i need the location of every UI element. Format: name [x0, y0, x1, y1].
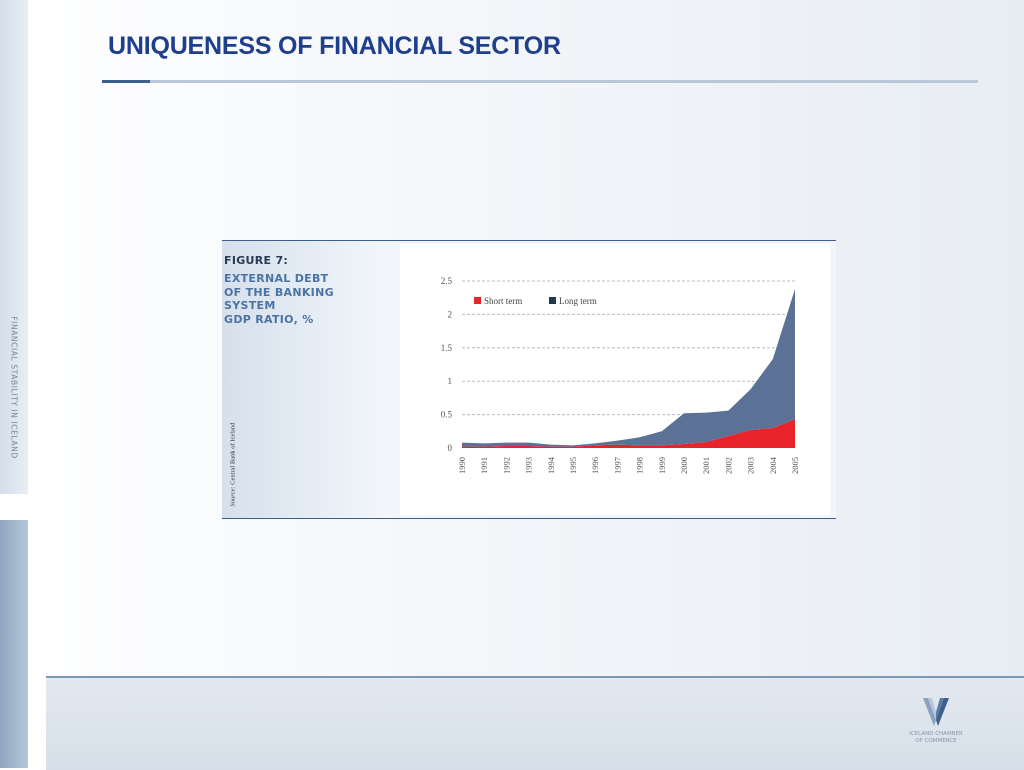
x-tick-label: 1994	[546, 456, 556, 474]
figure-sidebar	[222, 241, 390, 518]
figure-heading: FIGURE 7:	[224, 254, 289, 267]
legend-swatch	[474, 297, 481, 304]
figure-source: Source: Central Bank of Iceland	[226, 416, 240, 512]
chart-area: 0 0.5 1 1.5 2 2.5 1990 1991 1992 1993 1994 1995 1996…	[400, 244, 830, 515]
y-tick-label: 2	[448, 309, 453, 319]
x-tick-label: 1992	[501, 457, 511, 474]
chamber-logo: ICELAND CHAMBER OF COMMERCE	[893, 690, 979, 750]
stacked-area-chart: 0 0.5 1 1.5 2 2.5 1990 1991 1992 1993 1994 1995 1996…	[441, 276, 800, 474]
logo-text-line: OF COMMERCE	[915, 738, 957, 744]
caption-line: OF THE BANKING	[224, 285, 334, 299]
x-tick-label: 1998	[635, 457, 645, 474]
source-label: Source:	[229, 485, 237, 506]
x-tick-label: 2003	[746, 457, 756, 474]
source-text: Central Bank of Iceland	[229, 422, 237, 485]
x-tick-label: 2004	[768, 456, 778, 474]
caption-line: EXTERNAL DEBT	[224, 272, 329, 285]
logo-text-line: ICELAND CHAMBER	[909, 731, 963, 737]
legend-label: Short term	[484, 296, 522, 306]
x-tick-label: 2005	[790, 457, 800, 474]
x-tick-label: 1991	[479, 457, 489, 474]
caption-line: GDP RATIO, %	[224, 312, 314, 326]
y-tick-label: 0.5	[441, 410, 453, 420]
x-tick-label: 1997	[612, 457, 622, 474]
x-tick-label: 1996	[590, 457, 600, 474]
x-tick-label: 1993	[524, 457, 534, 474]
figure-panel: FIGURE 7: EXTERNAL DEBT OF THE BANKING S…	[222, 240, 836, 519]
y-tick-label: 1.5	[441, 343, 453, 353]
x-tick-label: 2001	[701, 457, 711, 474]
y-tick-label: 1	[448, 376, 453, 386]
series-area-short-term	[462, 419, 795, 448]
x-tick-label: 1999	[657, 457, 667, 474]
title-rule-accent	[102, 80, 150, 83]
x-tick-label: 1995	[568, 457, 578, 474]
legend-label: Long term	[559, 296, 597, 306]
legend-swatch	[549, 297, 556, 304]
side-label: FINANCIAL STABILITY IN ICELAND	[7, 305, 21, 470]
side-strip-bottom	[0, 520, 28, 768]
series-area-long-term	[462, 289, 795, 447]
slide-title: UNIQUENESS OF FINANCIAL SECTOR	[108, 32, 561, 60]
figure-caption: EXTERNAL DEBT OF THE BANKING SYSTEM GDP …	[224, 272, 384, 326]
x-tick-label: 2002	[723, 457, 733, 474]
y-tick-label: 0	[448, 443, 453, 453]
title-rule	[102, 80, 978, 83]
caption-line: SYSTEM	[224, 299, 276, 312]
side-strip-top	[0, 0, 28, 494]
chamber-logo-icon	[923, 698, 949, 726]
x-tick-label: 1990	[457, 457, 467, 474]
y-tick-label: 2.5	[441, 276, 453, 286]
side-label-text: FINANCIAL STABILITY IN ICELAND	[9, 316, 19, 459]
footer-band	[46, 676, 1024, 770]
x-tick-label: 2000	[679, 457, 689, 474]
